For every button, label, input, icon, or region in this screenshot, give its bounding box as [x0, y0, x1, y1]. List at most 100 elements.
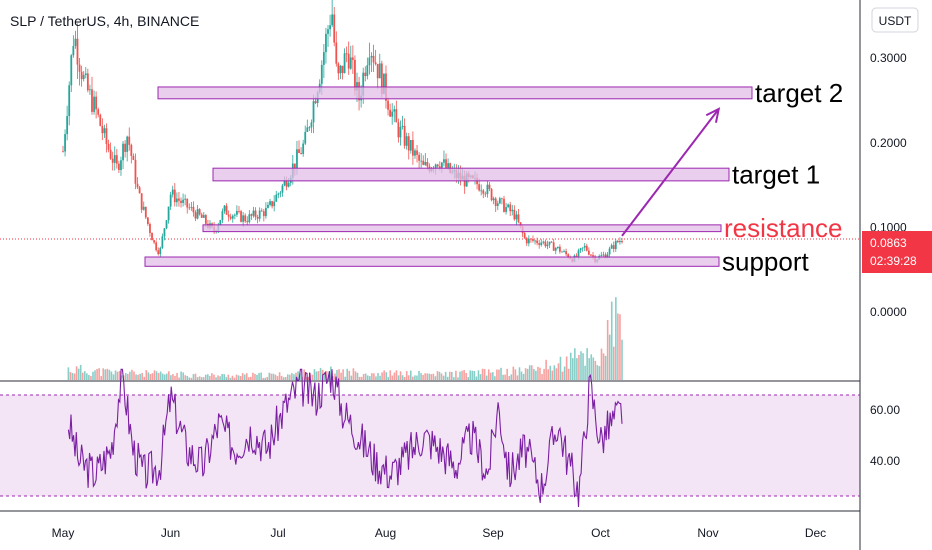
volume-bar: [163, 374, 166, 380]
candle-body: [132, 155, 135, 160]
volume-bar: [204, 374, 207, 380]
candle-body: [480, 190, 483, 192]
candle-body: [91, 89, 93, 112]
volume-bar: [241, 373, 244, 380]
time-axis-tick: Jul: [270, 526, 285, 540]
volume-bar: [436, 371, 439, 380]
candle-body: [376, 64, 379, 79]
volume-bar: [71, 373, 74, 380]
candle-body: [103, 128, 106, 134]
candle-body: [416, 150, 418, 155]
volume-bar: [260, 372, 262, 380]
candle-body: [238, 210, 240, 212]
candle-body: [190, 206, 193, 208]
volume-bar: [549, 365, 552, 380]
candle-body: [337, 63, 340, 74]
candle-body: [496, 203, 499, 206]
candle-body: [414, 150, 416, 156]
volume-bar: [426, 373, 429, 380]
candle-body: [273, 201, 276, 207]
volume-bar: [463, 370, 465, 380]
volume-bar: [606, 320, 609, 380]
currency-button[interactable]: USDT: [871, 7, 919, 33]
candle-body: [619, 241, 621, 243]
volume-bar: [182, 372, 185, 380]
volume-bar: [139, 373, 141, 380]
volume-bar: [557, 363, 560, 380]
volume-bar: [481, 368, 484, 380]
volume-bar: [217, 375, 219, 380]
volume-bar: [213, 374, 215, 380]
candle-body: [171, 189, 174, 195]
candle-body: [188, 207, 191, 209]
candle-body: [565, 251, 567, 255]
volume-bar: [237, 375, 240, 380]
volume-bar: [545, 359, 547, 380]
candle-body: [169, 194, 172, 207]
candle-body: [254, 210, 257, 217]
candle-body: [614, 240, 617, 249]
volume-bar: [594, 360, 597, 380]
zones: target 2 target 1 resistance support: [144, 78, 843, 277]
volume-bar: [586, 348, 588, 380]
price-axis-tick: 0.3000: [870, 51, 907, 65]
candle-body: [550, 241, 553, 243]
candle-body: [258, 210, 261, 219]
volume-bar: [266, 376, 269, 380]
candle-body: [287, 182, 290, 187]
volume-bar: [202, 377, 205, 380]
volume-bar: [469, 370, 472, 380]
candle-body: [482, 190, 485, 194]
volume-bar: [471, 370, 474, 380]
volume-bar: [83, 371, 86, 380]
volume-bar: [387, 377, 390, 380]
candle-body: [548, 241, 551, 245]
volume-bar: [135, 374, 137, 380]
volume-bar: [574, 348, 576, 380]
candle-body: [540, 242, 543, 245]
volume-bar: [424, 373, 426, 380]
volume-bar: [539, 367, 541, 380]
volume-bar: [92, 371, 94, 380]
candle-body: [248, 214, 251, 223]
candle-body: [180, 200, 182, 203]
volume-bar: [590, 354, 593, 380]
candle-body: [267, 204, 269, 208]
volume-bar: [127, 373, 129, 380]
candle-body: [494, 198, 497, 206]
volume-bar: [188, 377, 191, 380]
volume-bar: [102, 368, 105, 380]
zone-rect: [144, 256, 720, 267]
volume-bar: [145, 370, 148, 380]
volume-bar: [69, 372, 72, 380]
volume-bar: [165, 373, 168, 380]
candle-body: [368, 57, 371, 66]
volume-bar: [235, 374, 238, 380]
volume-bar: [289, 374, 291, 380]
volume-bar: [412, 376, 414, 380]
candle-body: [530, 238, 532, 240]
volume-bar: [340, 372, 342, 380]
volume-bar: [350, 375, 353, 380]
volume-bar: [496, 369, 498, 380]
candle-body: [314, 101, 317, 104]
candle-body: [93, 96, 95, 112]
volume-bar: [479, 374, 482, 380]
volume-bar: [524, 368, 527, 380]
candle-body: [558, 246, 561, 252]
candle-body: [149, 224, 151, 234]
candle-body: [374, 62, 377, 65]
candle-body: [579, 248, 582, 251]
volume-bar: [578, 354, 580, 380]
volume-bar: [621, 339, 623, 380]
volume-bar: [180, 371, 182, 380]
volume-bar: [438, 371, 441, 380]
volume-bar: [98, 368, 100, 380]
rsi-line: [67, 368, 623, 508]
volume-bar: [172, 374, 174, 380]
volume-bar: [516, 375, 519, 380]
rsi-indicator: [67, 368, 623, 508]
candle-body: [333, 14, 336, 43]
volume-bar: [422, 374, 424, 380]
volume-bar: [303, 369, 305, 380]
